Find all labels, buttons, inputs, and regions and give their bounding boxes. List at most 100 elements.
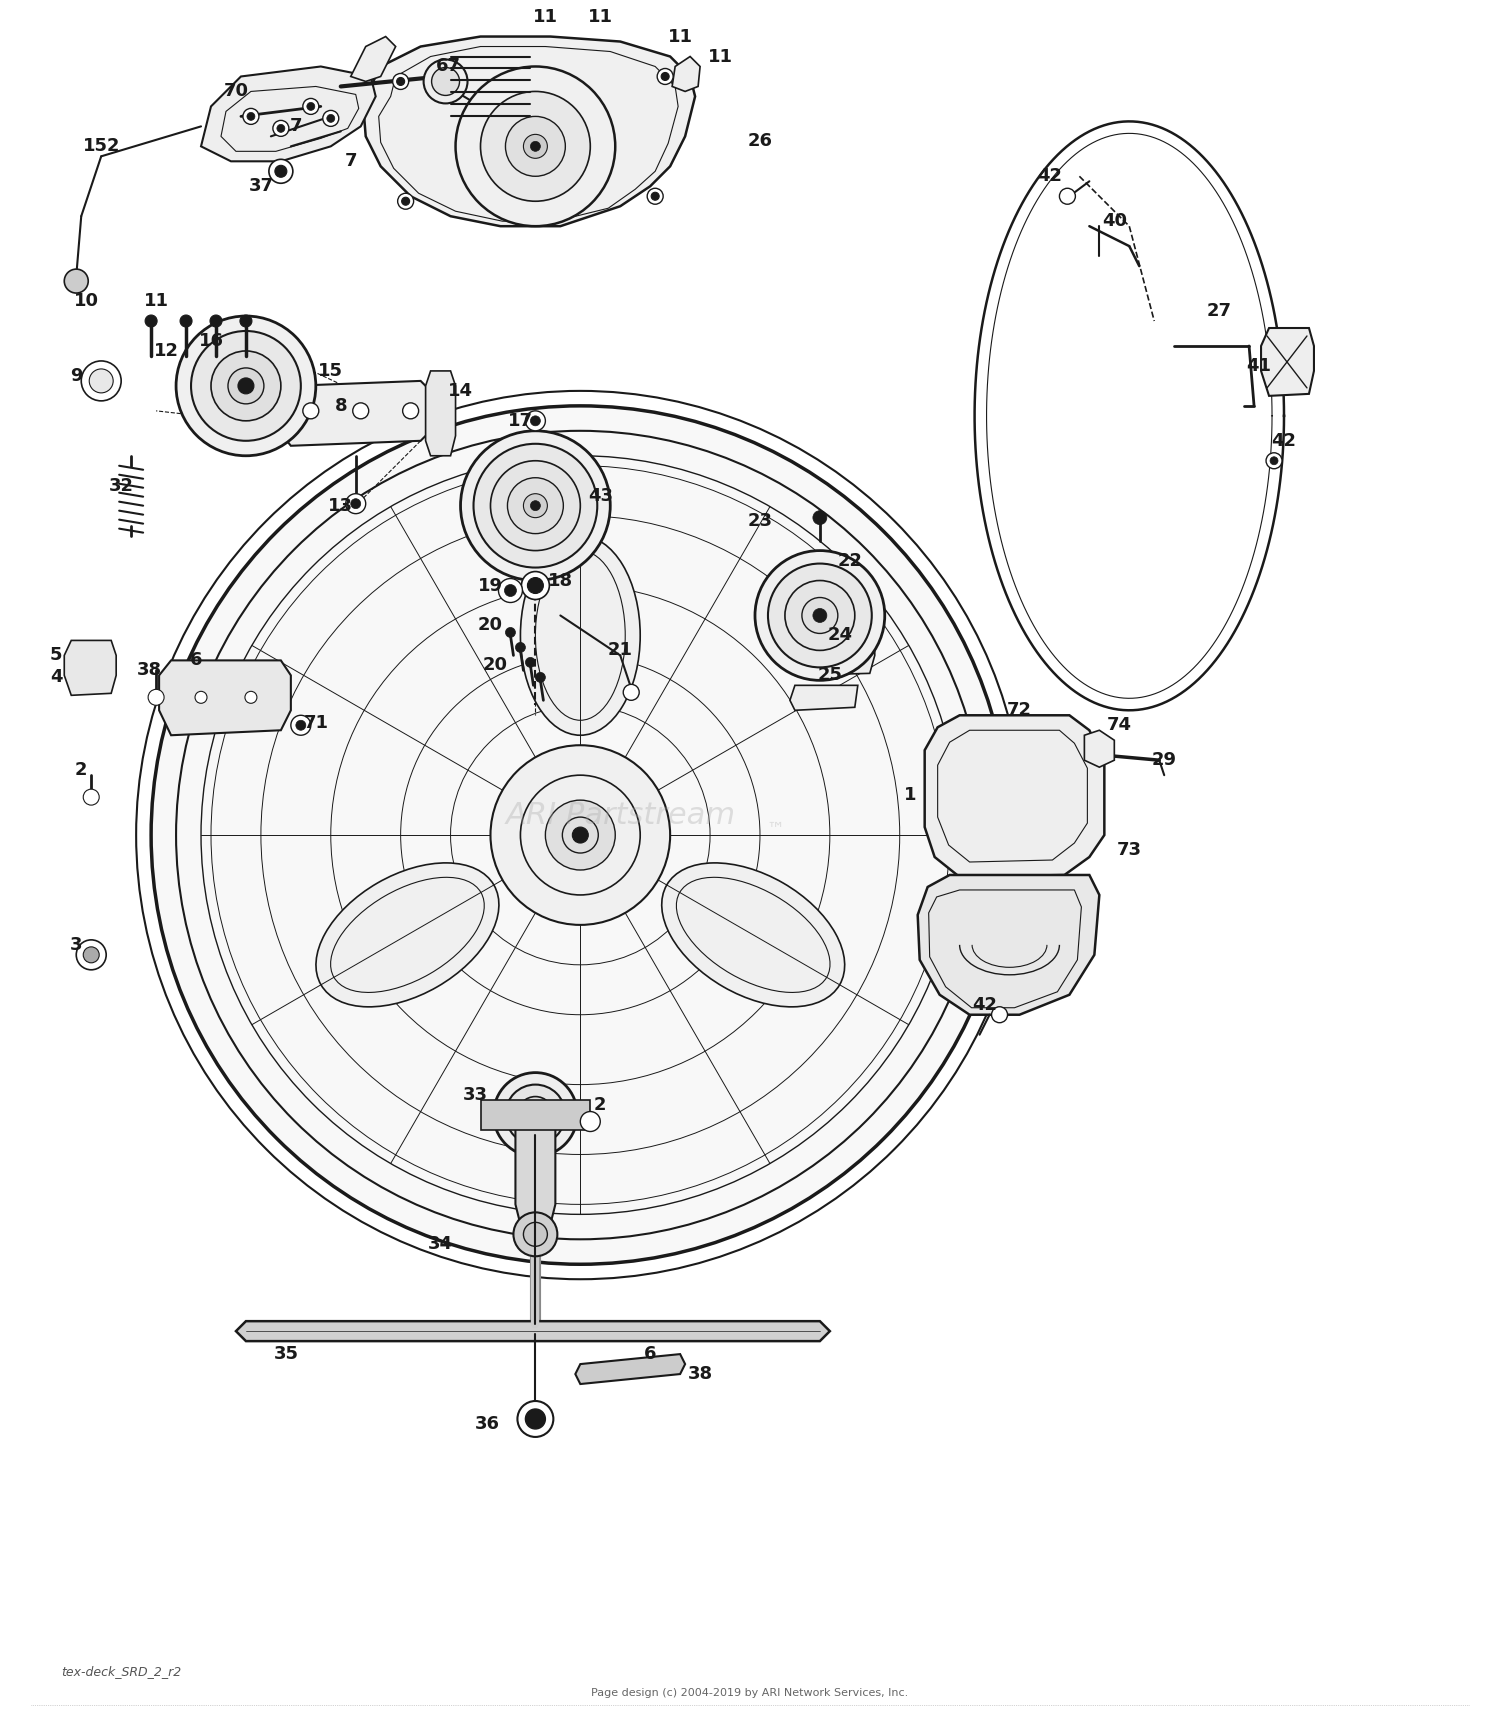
Circle shape (520, 776, 640, 895)
Circle shape (278, 125, 285, 132)
Circle shape (327, 115, 334, 123)
Circle shape (238, 378, 254, 394)
Text: 24: 24 (828, 626, 852, 644)
Circle shape (657, 68, 674, 85)
Circle shape (813, 609, 826, 623)
Text: 5: 5 (50, 647, 63, 665)
Text: 74: 74 (1107, 717, 1132, 734)
Circle shape (651, 193, 658, 200)
Text: 27: 27 (1206, 302, 1231, 319)
Circle shape (322, 111, 339, 127)
Circle shape (273, 120, 290, 137)
Circle shape (88, 370, 112, 392)
Circle shape (646, 189, 663, 205)
Circle shape (1270, 456, 1278, 465)
Polygon shape (790, 685, 858, 710)
Circle shape (622, 684, 639, 701)
Circle shape (524, 494, 548, 517)
Text: 11: 11 (144, 291, 168, 311)
Circle shape (518, 1097, 554, 1133)
Text: 2: 2 (594, 1095, 606, 1114)
Text: 26: 26 (747, 132, 772, 151)
Circle shape (490, 462, 580, 550)
Text: 32: 32 (108, 477, 134, 494)
Ellipse shape (316, 862, 500, 1006)
Circle shape (490, 746, 670, 925)
Text: 10: 10 (74, 291, 99, 311)
Circle shape (248, 113, 255, 120)
Ellipse shape (662, 862, 844, 1006)
Text: 36: 36 (476, 1416, 500, 1433)
Circle shape (351, 498, 360, 508)
Circle shape (546, 800, 615, 869)
Circle shape (536, 673, 546, 682)
Circle shape (240, 316, 252, 326)
Text: 12: 12 (153, 342, 178, 359)
Circle shape (152, 406, 1010, 1265)
Circle shape (244, 691, 256, 703)
Circle shape (398, 193, 414, 210)
Text: 6: 6 (190, 651, 202, 670)
Text: 11: 11 (708, 47, 732, 66)
Circle shape (393, 73, 408, 90)
Polygon shape (788, 628, 874, 675)
Text: 37: 37 (249, 177, 273, 196)
Circle shape (82, 789, 99, 805)
Text: 20: 20 (478, 616, 502, 635)
Text: 38: 38 (136, 661, 162, 680)
Circle shape (268, 160, 292, 184)
Text: 71: 71 (303, 715, 328, 732)
Text: 9: 9 (70, 366, 82, 385)
Text: 29: 29 (1152, 751, 1176, 769)
Text: 35: 35 (273, 1345, 298, 1364)
Circle shape (562, 817, 598, 854)
Text: 11: 11 (532, 7, 558, 26)
Polygon shape (201, 66, 375, 161)
Circle shape (513, 1213, 558, 1256)
Circle shape (308, 102, 315, 111)
Text: 43: 43 (588, 488, 613, 505)
Circle shape (210, 316, 222, 326)
Circle shape (81, 361, 122, 401)
Circle shape (531, 416, 540, 425)
Text: 11: 11 (668, 28, 693, 45)
Text: 3: 3 (70, 935, 82, 954)
Text: 16: 16 (198, 331, 223, 350)
Text: 6: 6 (644, 1345, 657, 1364)
Circle shape (243, 108, 260, 125)
Circle shape (813, 510, 826, 524)
Circle shape (480, 92, 591, 201)
Text: 73: 73 (1118, 841, 1142, 859)
Polygon shape (480, 1100, 591, 1129)
Circle shape (506, 116, 566, 177)
Text: tex-deck_SRD_2_r2: tex-deck_SRD_2_r2 (62, 1666, 182, 1678)
Circle shape (296, 720, 306, 730)
Text: 7: 7 (290, 118, 302, 135)
Circle shape (64, 269, 88, 293)
Circle shape (346, 494, 366, 514)
Ellipse shape (520, 536, 640, 736)
Circle shape (580, 1112, 600, 1131)
Circle shape (522, 571, 549, 600)
Circle shape (303, 403, 320, 418)
Polygon shape (576, 1353, 686, 1385)
Text: 14: 14 (448, 382, 472, 399)
Circle shape (352, 403, 369, 418)
Circle shape (146, 316, 158, 326)
Text: 17: 17 (509, 411, 532, 430)
Text: 1: 1 (903, 786, 916, 803)
Circle shape (274, 165, 286, 177)
Text: 70: 70 (224, 83, 249, 101)
Polygon shape (924, 715, 1104, 876)
Circle shape (516, 642, 525, 652)
Text: ™: ™ (766, 821, 784, 840)
Circle shape (180, 316, 192, 326)
Polygon shape (426, 371, 456, 456)
Text: 8: 8 (334, 397, 346, 415)
Circle shape (1266, 453, 1282, 468)
Circle shape (507, 477, 564, 534)
Circle shape (82, 947, 99, 963)
Text: 2: 2 (75, 762, 87, 779)
Text: 19: 19 (478, 576, 502, 595)
Circle shape (754, 550, 885, 680)
